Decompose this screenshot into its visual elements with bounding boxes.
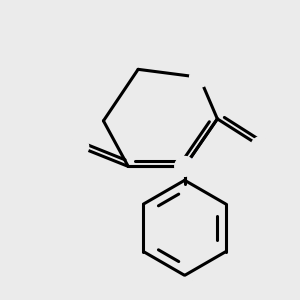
Circle shape: [69, 137, 88, 157]
Circle shape: [251, 137, 271, 157]
Text: S: S: [254, 137, 268, 156]
Circle shape: [173, 277, 196, 300]
Text: O: O: [70, 137, 87, 156]
Circle shape: [175, 157, 195, 176]
Circle shape: [190, 68, 209, 87]
Text: S: S: [193, 68, 206, 87]
Text: Cl: Cl: [175, 280, 194, 298]
Text: N: N: [176, 157, 193, 176]
